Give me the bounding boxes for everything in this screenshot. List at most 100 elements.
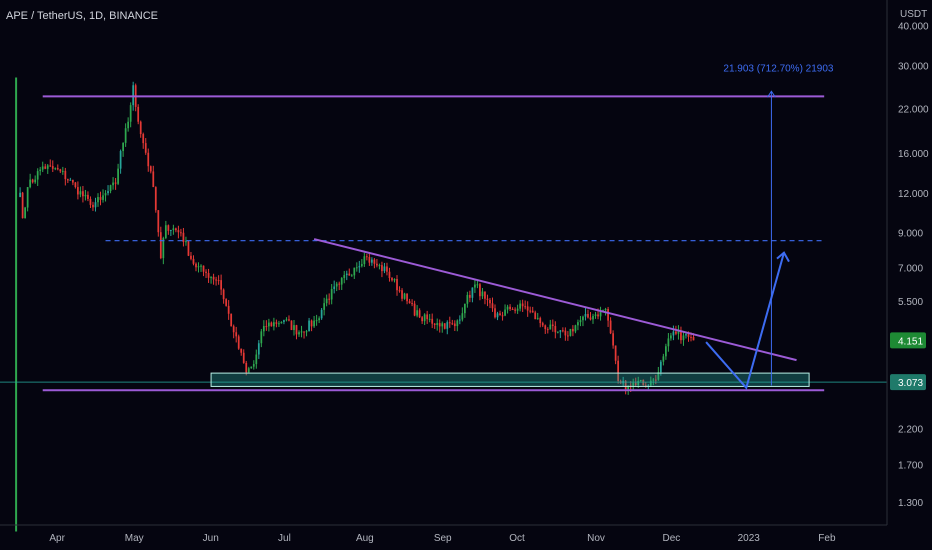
candle-body xyxy=(320,309,323,319)
candle-body xyxy=(360,264,363,267)
candle-body xyxy=(187,241,190,256)
candle-body xyxy=(308,320,310,332)
candle-body xyxy=(66,179,69,181)
candle-body xyxy=(612,333,614,346)
candle-body xyxy=(119,151,122,169)
candle-body xyxy=(476,284,479,286)
candle-body xyxy=(222,289,225,300)
candle-body xyxy=(491,303,494,309)
candle-body xyxy=(175,228,177,231)
candle-body xyxy=(551,324,554,326)
candle-body xyxy=(584,313,587,317)
last-price-badge-text: 4.151 xyxy=(898,336,923,347)
line-price-badge-text: 3.073 xyxy=(898,378,923,389)
candle-body xyxy=(649,380,652,386)
candle-body xyxy=(82,191,84,197)
candle-body xyxy=(446,322,449,329)
candle-body xyxy=(335,283,338,287)
price-tick-label: 1.700 xyxy=(898,460,923,471)
candle-body xyxy=(280,321,283,324)
candle-body xyxy=(34,179,37,183)
candle-body xyxy=(677,331,680,334)
candle-body xyxy=(172,228,175,230)
candle-body xyxy=(358,266,361,268)
candle-body xyxy=(323,303,326,310)
price-axis-unit: USDT xyxy=(900,9,927,20)
candle-body xyxy=(378,265,381,267)
candle-body xyxy=(471,287,474,298)
candle-body xyxy=(624,380,627,390)
candle-body xyxy=(413,303,416,316)
candle-body xyxy=(303,331,305,333)
candle-body xyxy=(275,322,278,324)
candle-body xyxy=(685,334,687,336)
candle-body xyxy=(205,271,207,273)
candle-body xyxy=(31,179,34,183)
candle-body xyxy=(127,121,130,129)
candle-body xyxy=(431,318,434,324)
candle-body xyxy=(192,258,195,264)
candle-body xyxy=(235,332,238,337)
candle-body xyxy=(614,345,617,361)
price-tick-label: 12.000 xyxy=(898,189,929,200)
candle-body xyxy=(230,313,233,327)
candle-body xyxy=(474,284,476,288)
candle-body xyxy=(448,322,451,324)
time-axis-label: May xyxy=(125,533,144,544)
candle-body xyxy=(652,379,655,381)
time-axis[interactable]: Apr May Jun Jul Aug Sep Oct Nov Dec 2023 Feb xyxy=(49,533,836,544)
candle-body xyxy=(262,326,265,332)
candle-body xyxy=(567,335,569,337)
candle-body xyxy=(531,310,534,313)
time-axis-label: Aug xyxy=(356,533,374,544)
candle-body xyxy=(252,364,255,367)
candle-body xyxy=(164,225,167,239)
candle-body xyxy=(202,265,205,272)
candle-body xyxy=(408,301,411,304)
candle-body xyxy=(589,317,592,320)
support-zone xyxy=(210,372,810,387)
candle-body xyxy=(107,191,109,194)
candle-body xyxy=(499,313,501,316)
candle-body xyxy=(486,298,489,300)
candle-body xyxy=(79,191,82,195)
candle-body xyxy=(87,194,89,199)
candle-body xyxy=(56,168,59,170)
candle-body xyxy=(564,330,567,336)
candle-body xyxy=(325,298,328,304)
candle-body xyxy=(521,303,524,307)
candle-body xyxy=(682,335,685,341)
candle-body xyxy=(617,360,620,381)
candle-body xyxy=(109,185,112,192)
time-axis-label: Nov xyxy=(587,533,605,544)
candle-body xyxy=(393,279,396,281)
candle-body xyxy=(496,313,499,318)
candle-body xyxy=(293,325,295,331)
candle-body xyxy=(295,325,298,335)
candle-body xyxy=(479,284,481,297)
candle-body xyxy=(592,315,594,320)
candle-body xyxy=(438,323,441,327)
candle-body xyxy=(634,382,637,386)
candle-body xyxy=(328,298,331,300)
candle-body xyxy=(132,85,135,106)
candle-body xyxy=(212,276,215,280)
candle-body xyxy=(51,166,54,169)
candle-body xyxy=(227,305,230,314)
candle-body xyxy=(330,289,333,300)
candle-body xyxy=(466,294,469,304)
candle-body xyxy=(556,331,559,333)
candle-body xyxy=(398,290,401,292)
candle-body xyxy=(423,314,426,322)
candle-body xyxy=(74,182,77,188)
candle-body xyxy=(577,322,579,326)
drawings-layer[interactable]: 21.903 (712.70%) 21903 xyxy=(0,63,887,392)
candle-body xyxy=(97,197,99,203)
candle-body xyxy=(237,336,240,349)
last-price-badge xyxy=(890,332,926,349)
price-axis[interactable]: USDT 40.000 30.000 22.000 16.000 12.000 9.000… xyxy=(898,9,929,509)
candle-body xyxy=(313,320,315,327)
candle-body xyxy=(345,273,348,276)
price-tick-label: 40.000 xyxy=(898,21,929,32)
